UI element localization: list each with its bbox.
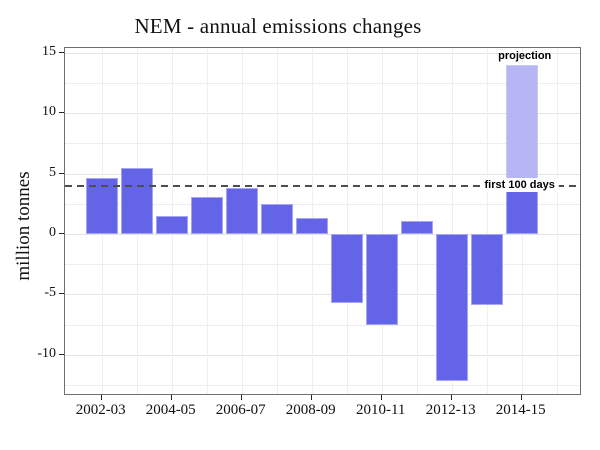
y-tick (59, 233, 64, 234)
v-gridline (486, 48, 488, 394)
h-gridline (65, 294, 580, 296)
v-gridline (346, 48, 348, 394)
bar-2007-08 (260, 203, 293, 234)
x-tick-label: 2002-03 (75, 402, 126, 418)
y-tick-label: 0 (49, 225, 56, 240)
x-tick (100, 395, 102, 400)
projection-annotation: projection (498, 50, 552, 63)
h-gridline (65, 52, 580, 54)
x-tick-label: 2004-05 (145, 402, 196, 418)
bar-2005-06 (190, 196, 223, 234)
y-tick-label: -10 (37, 345, 56, 361)
y-tick (59, 51, 64, 53)
x-tick (170, 395, 172, 400)
x-tick-label: 2008-09 (285, 402, 336, 418)
bar-2014-15 (505, 185, 538, 234)
v-gridline (381, 48, 383, 394)
v-gridline (451, 48, 453, 394)
plot-area (64, 47, 581, 395)
x-tick-label: 2014-15 (495, 402, 546, 418)
y-tick-label: 10 (42, 104, 56, 120)
bar-2004-05 (155, 215, 188, 234)
x-tick (380, 395, 382, 400)
h-gridline (65, 264, 580, 266)
x-tick-label: 2010-11 (355, 402, 406, 418)
bar-2003-04 (120, 167, 153, 234)
y-tick (59, 353, 64, 355)
h-gridline (65, 354, 580, 356)
bar-2012-13 (435, 234, 468, 382)
x-tick (450, 395, 452, 400)
h-gridline (65, 203, 580, 205)
v-gridline (556, 48, 558, 394)
reference-dashed-line (65, 184, 580, 187)
chart-title: NEM - annual emissions changes (134, 14, 422, 38)
y-tick-label: -5 (44, 285, 56, 301)
h-gridline (65, 83, 580, 85)
bar-2009-10 (330, 234, 363, 303)
h-gridline (65, 143, 580, 145)
h-gridline (65, 113, 580, 115)
projection-bar (505, 65, 538, 186)
y-tick (59, 112, 64, 114)
y-tick (59, 293, 64, 295)
bar-2010-11 (365, 234, 398, 325)
bar-2013-14 (470, 234, 503, 306)
x-tick-label: 2012-13 (425, 402, 476, 418)
h-gridline (65, 384, 580, 386)
bar-2002-03 (85, 178, 118, 234)
y-tick-label: 5 (49, 164, 56, 180)
bar-2006-07 (225, 188, 258, 234)
x-tick (310, 395, 312, 400)
bar-2008-09 (295, 218, 328, 234)
x-tick (240, 395, 242, 400)
h-gridline (65, 234, 580, 235)
y-tick (59, 172, 64, 174)
h-gridline (65, 173, 580, 175)
x-tick (520, 395, 522, 400)
y-tick-label: 15 (42, 43, 56, 59)
h-gridline (65, 324, 580, 326)
x-tick-label: 2006-07 (215, 402, 266, 418)
bar-2011-12 (400, 220, 433, 234)
first-100-days-annotation: first 100 days (480, 178, 559, 193)
